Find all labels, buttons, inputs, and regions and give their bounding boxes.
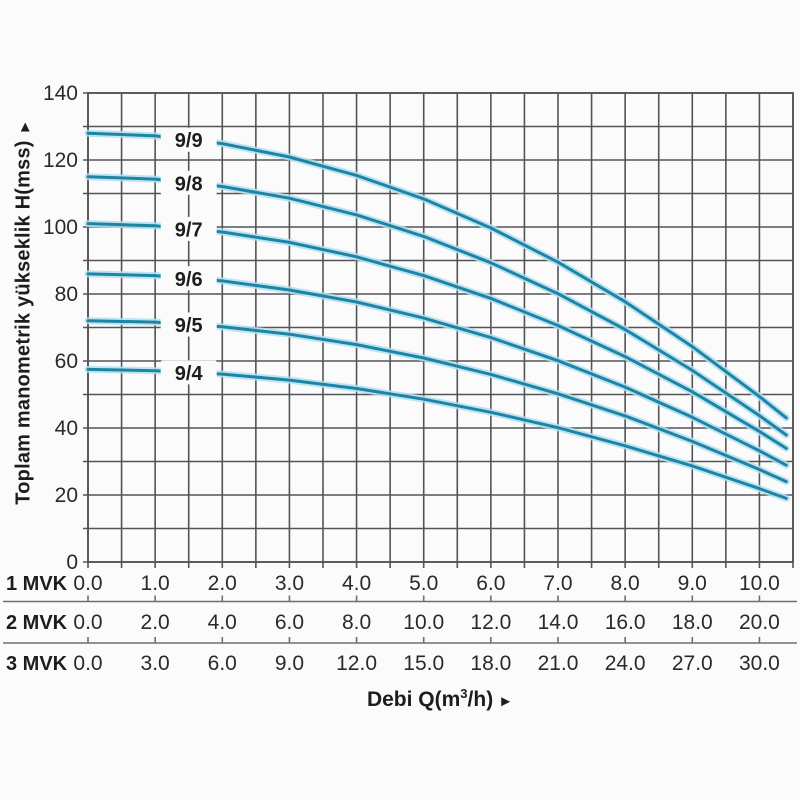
y-tick-label: 40	[55, 417, 78, 440]
x-tick-label: 12.0	[470, 611, 511, 634]
curve-label-9/5: 9/5	[175, 315, 203, 337]
x-tick-label: 6.0	[476, 572, 505, 595]
x-tick-label: 30.0	[739, 652, 780, 675]
x-tick-label: 1.0	[141, 572, 170, 595]
x-tick-label: 2.0	[208, 572, 237, 595]
x-tick-label: 14.0	[538, 611, 579, 634]
x-tick-label: 6.0	[275, 611, 304, 634]
x-tick-label: 0.0	[73, 611, 102, 634]
x-tick-label: 6.0	[208, 652, 237, 675]
y-axis-title-text: Toplam manometrik yükseklik H(mss)	[12, 140, 35, 505]
x-tick-label: 15.0	[403, 652, 444, 675]
curve-label-9/6: 9/6	[175, 269, 203, 291]
x-tick-label: 9.0	[275, 652, 304, 675]
x-tick-label: 0.0	[73, 572, 102, 595]
curve-label-box	[160, 170, 217, 195]
curve-label-9/9: 9/9	[175, 130, 203, 152]
curve-label-box	[160, 360, 217, 385]
x-tick-label: 4.0	[208, 611, 237, 634]
x-tick-label: 21.0	[538, 652, 579, 675]
curve-label-9/8: 9/8	[175, 173, 203, 195]
curve-label-box	[160, 216, 217, 241]
y-tick-label: 80	[55, 283, 78, 306]
curve-label-box	[160, 312, 217, 337]
x-tick-label: 12.0	[336, 652, 377, 675]
curve-label-9/4: 9/4	[175, 363, 204, 385]
x-tick-label: 24.0	[605, 652, 646, 675]
x-tick-label: 10.0	[739, 572, 780, 595]
y-axis-arrow-icon: ►	[16, 119, 34, 135]
x-tick-label: 2.0	[141, 611, 170, 634]
x-axis-title-sup: 3	[460, 686, 468, 701]
x-tick-label: 16.0	[605, 611, 646, 634]
x-axis-row-label: 2 MVK	[6, 612, 68, 634]
x-tick-label: 8.0	[342, 611, 371, 634]
x-axis-title: Debi Q(m3/h) ►	[367, 686, 513, 712]
x-tick-label: 27.0	[672, 652, 713, 675]
curve-label-box	[160, 127, 217, 152]
x-tick-label: 18.0	[470, 652, 511, 675]
y-tick-label: 100	[43, 216, 78, 239]
plot-border	[87, 92, 794, 563]
x-tick-label: 4.0	[342, 572, 371, 595]
x-tick-label: 3.0	[275, 572, 304, 595]
x-axis-row-label: 3 MVK	[6, 653, 68, 675]
x-axis-row-label: 1 MVK	[6, 573, 68, 595]
x-tick-label: 9.0	[678, 572, 707, 595]
x-tick-label: 10.0	[403, 611, 444, 634]
curve-label-9/7: 9/7	[175, 219, 203, 241]
x-axis-title-suffix: /h)	[467, 688, 494, 711]
y-tick-label: 0	[66, 551, 78, 574]
x-tick-label: 18.0	[672, 611, 713, 634]
curve-label-box	[160, 266, 217, 291]
y-tick-label: 60	[55, 350, 78, 373]
x-tick-label: 5.0	[409, 572, 438, 595]
y-axis-title: Toplam manometrik yükseklik H(mss) ►	[13, 119, 36, 504]
x-tick-label: 3.0	[141, 652, 170, 675]
x-axis-arrow-icon: ►	[498, 693, 514, 710]
y-tick-label: 20	[55, 484, 78, 507]
x-tick-label: 8.0	[611, 572, 640, 595]
x-tick-label: 0.0	[73, 652, 102, 675]
y-tick-label: 140	[43, 82, 78, 105]
x-axis-title-prefix: Debi Q(m	[366, 688, 461, 711]
x-tick-label: 7.0	[543, 572, 572, 595]
curve-halo-9/8	[84, 173, 790, 439]
curve-9/8	[86, 175, 788, 437]
x-tick-label: 20.0	[739, 611, 780, 634]
y-tick-label: 120	[43, 149, 78, 172]
